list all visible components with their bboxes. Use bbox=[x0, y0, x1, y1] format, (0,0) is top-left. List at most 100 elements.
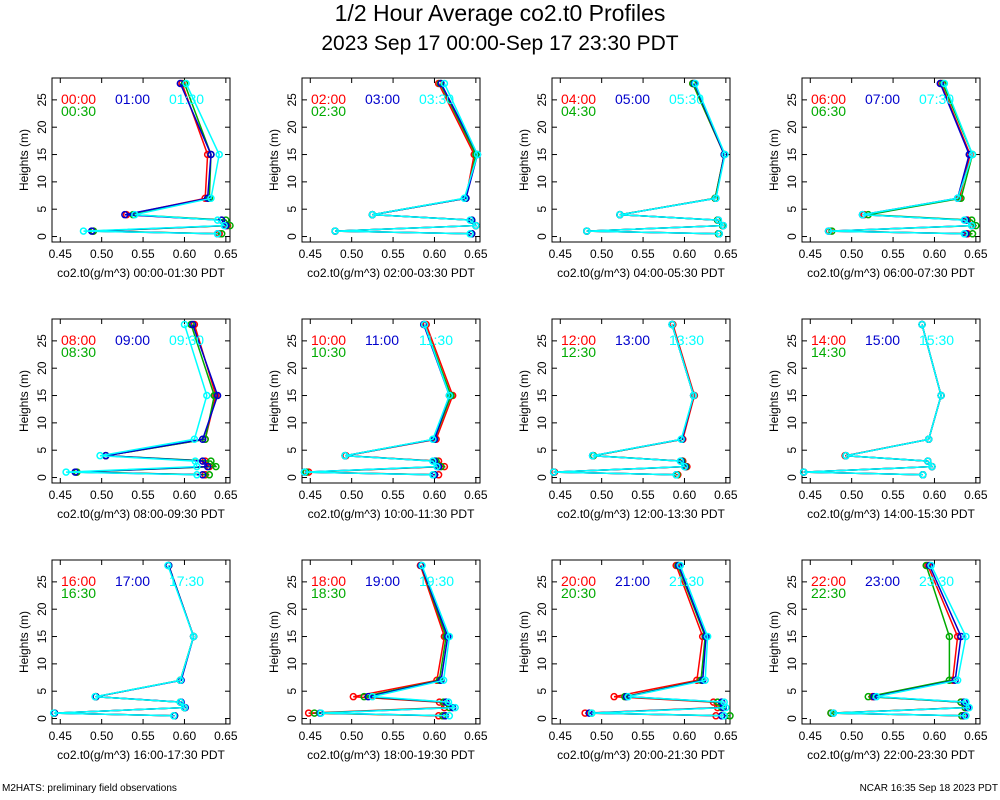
data-point bbox=[962, 712, 970, 720]
x-tick-label: 0.45 bbox=[549, 488, 573, 502]
legend-entry: 17:00 bbox=[115, 573, 150, 589]
legend-entry: 18:00 bbox=[311, 573, 346, 589]
data-point bbox=[924, 457, 932, 465]
x-tick-label: 0.45 bbox=[49, 247, 73, 261]
footer-timestamp: NCAR 16:35 Sep 18 2023 PDT bbox=[859, 783, 998, 794]
legend-entry: 11:00 bbox=[365, 332, 399, 348]
y-tick-label: 0 bbox=[35, 474, 49, 481]
y-tick-label: 15 bbox=[535, 630, 549, 644]
data-point bbox=[164, 561, 172, 570]
data-point bbox=[936, 79, 945, 88]
data-point bbox=[940, 79, 949, 88]
series-line bbox=[83, 83, 227, 235]
data-point bbox=[182, 79, 190, 88]
data-point bbox=[953, 676, 962, 685]
y-tick-label: 25 bbox=[35, 334, 49, 348]
legend-entry: 08:30 bbox=[61, 344, 96, 360]
x-axis-label: co2.t0(g/m^3) 14:00-15:30 PDT bbox=[807, 507, 975, 521]
y-tick-label: 25 bbox=[535, 575, 549, 589]
legend-entry: 01:30 bbox=[169, 91, 204, 107]
y-tick-label: 10 bbox=[285, 657, 299, 671]
x-tick-label: 0.50 bbox=[340, 247, 364, 261]
y-tick-label: 5 bbox=[535, 688, 549, 695]
x-tick-label: 0.45 bbox=[299, 488, 323, 502]
legend-entry: 23:30 bbox=[919, 573, 954, 589]
y-tick-label: 20 bbox=[785, 361, 799, 375]
y-tick-label: 5 bbox=[785, 447, 799, 454]
y-tick-label: 5 bbox=[535, 447, 549, 454]
data-point bbox=[360, 692, 368, 701]
series-line bbox=[828, 83, 974, 235]
x-tick-label: 0.45 bbox=[299, 729, 323, 743]
y-axis-label: Heights (m) bbox=[17, 611, 31, 673]
y-tick-label: 25 bbox=[785, 93, 799, 107]
data-point bbox=[207, 457, 215, 465]
data-point bbox=[189, 632, 198, 641]
data-point bbox=[918, 320, 926, 329]
data-point bbox=[198, 457, 207, 465]
plot-frame bbox=[801, 77, 981, 243]
data-point bbox=[672, 471, 680, 479]
legend-entry: 21:00 bbox=[615, 573, 650, 589]
profile-panel: 0.45 0.50 0.55 0.60 0.65 0 5 10 15 20 25 16:0016:30… bbox=[17, 559, 238, 762]
x-tick-label: 0.55 bbox=[631, 247, 655, 261]
profile-panel: 0.45 0.50 0.55 0.60 0.65 0 5 10 15 20 25 06:0006:30… bbox=[767, 77, 988, 280]
x-tick-label: 0.65 bbox=[964, 488, 988, 502]
x-tick-label: 0.65 bbox=[964, 729, 988, 743]
x-tick-label: 0.55 bbox=[381, 247, 405, 261]
y-axis-label: Heights (m) bbox=[767, 129, 781, 191]
y-tick-label: 15 bbox=[535, 389, 549, 403]
y-tick-label: 20 bbox=[285, 602, 299, 616]
legend-entry: 06:30 bbox=[811, 103, 846, 119]
data-point bbox=[587, 709, 596, 717]
data-point bbox=[420, 320, 429, 329]
x-tick-label: 0.50 bbox=[340, 729, 364, 743]
y-tick-label: 20 bbox=[285, 120, 299, 134]
data-point bbox=[213, 216, 222, 224]
x-axis-label: co2.t0(g/m^3) 04:00-05:30 PDT bbox=[557, 266, 725, 280]
data-point bbox=[472, 221, 480, 230]
x-axis-label: co2.t0(g/m^3) 20:00-21:30 PDT bbox=[557, 748, 725, 762]
data-point bbox=[715, 230, 723, 238]
x-tick-label: 0.60 bbox=[423, 247, 447, 261]
y-tick-label: 10 bbox=[35, 657, 49, 671]
data-point bbox=[842, 451, 850, 460]
y-tick-label: 0 bbox=[285, 233, 299, 240]
x-tick-label: 0.60 bbox=[923, 729, 947, 743]
profile-panel: 0.45 0.50 0.55 0.60 0.65 0 5 10 15 20 25 18:0018:30… bbox=[267, 559, 488, 762]
profile-panel: 0.45 0.50 0.55 0.60 0.65 0 5 10 15 20 25 08:0008:30… bbox=[17, 318, 238, 521]
legend-entry: 18:30 bbox=[311, 585, 346, 601]
y-axis-label: Heights (m) bbox=[17, 370, 31, 432]
data-point bbox=[429, 457, 437, 465]
data-point bbox=[207, 150, 215, 159]
data-point bbox=[965, 703, 973, 712]
data-point bbox=[368, 210, 377, 219]
x-tick-label: 0.55 bbox=[881, 247, 905, 261]
legend-entry: 05:30 bbox=[669, 91, 704, 107]
legend-entry: 23:00 bbox=[865, 573, 900, 589]
x-axis-label: co2.t0(g/m^3) 22:00-23:30 PDT bbox=[807, 748, 975, 762]
data-point bbox=[799, 468, 808, 476]
data-point bbox=[624, 692, 632, 701]
data-point bbox=[466, 230, 474, 238]
y-tick-label: 10 bbox=[285, 175, 299, 189]
series-line bbox=[66, 324, 208, 476]
x-tick-label: 0.45 bbox=[49, 488, 73, 502]
y-tick-label: 25 bbox=[35, 93, 49, 107]
y-tick-label: 20 bbox=[785, 602, 799, 616]
legend-entry: 02:00 bbox=[311, 91, 346, 107]
legend-entry: 19:00 bbox=[365, 573, 400, 589]
y-tick-label: 20 bbox=[35, 120, 49, 134]
y-tick-label: 20 bbox=[535, 361, 549, 375]
x-tick-label: 0.60 bbox=[673, 488, 697, 502]
data-point bbox=[341, 451, 349, 460]
y-axis-label: Heights (m) bbox=[17, 129, 31, 191]
data-point bbox=[712, 194, 720, 203]
data-point bbox=[207, 194, 215, 203]
x-tick-label: 0.50 bbox=[840, 247, 864, 261]
data-point bbox=[460, 194, 469, 203]
y-tick-label: 25 bbox=[285, 575, 299, 589]
data-point bbox=[445, 712, 454, 720]
x-tick-label: 0.55 bbox=[381, 729, 405, 743]
y-tick-label: 15 bbox=[785, 630, 799, 644]
